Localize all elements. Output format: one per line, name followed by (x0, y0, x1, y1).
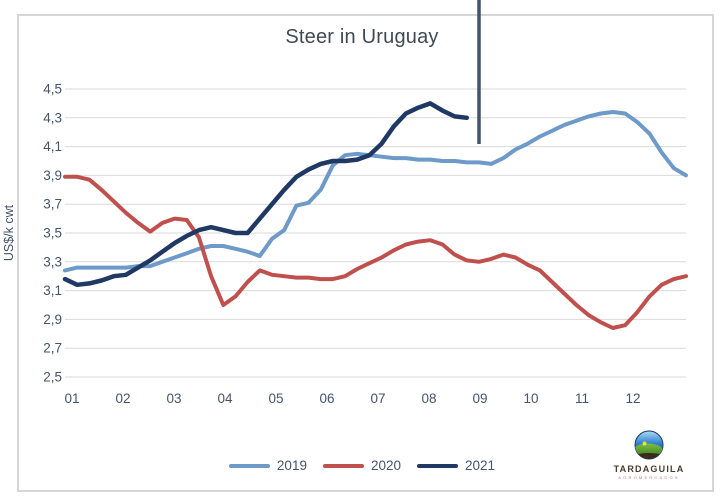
legend-item-2019: 2019 (228, 458, 307, 473)
logo-wordmark: TARDAGUILA (613, 464, 685, 474)
svg-text:3,7: 3,7 (43, 197, 62, 212)
svg-text:4,1: 4,1 (43, 139, 62, 154)
svg-text:4,5: 4,5 (43, 82, 62, 97)
svg-text:12: 12 (625, 391, 640, 406)
svg-text:04: 04 (217, 391, 233, 406)
series-line-2020 (63, 174, 688, 330)
x-axis-labels: 01 02 03 04 05 06 07 08 09 10 11 12 (64, 391, 640, 406)
svg-text:3,5: 3,5 (43, 226, 62, 241)
svg-text:08: 08 (421, 391, 436, 406)
svg-text:3,3: 3,3 (43, 254, 62, 269)
series-line-2021 (62, 101, 470, 288)
legend-label: 2020 (370, 458, 402, 473)
tardaguila-logo: TARDAGUILA AGROMERCADOS (613, 430, 685, 488)
logo-subtext: AGROMERCADOS (618, 475, 680, 480)
svg-text:4,3: 4,3 (43, 110, 62, 125)
legend-item-2021: 2021 (417, 458, 495, 473)
svg-text:07: 07 (370, 391, 385, 406)
legend-line-swatch-2019 (228, 463, 270, 468)
chart-border (17, 14, 714, 492)
svg-text:02: 02 (115, 391, 130, 406)
svg-text:2,5: 2,5 (43, 370, 62, 385)
legend-line-swatch-2020 (322, 463, 364, 468)
y-axis-title: US$/k cwt (2, 204, 16, 262)
gridlines (65, 88, 686, 378)
chart-legend: 2019 2020 2021 (0, 458, 724, 473)
svg-text:05: 05 (268, 391, 283, 406)
legend-item-2020: 2020 (322, 458, 402, 473)
svg-text:3,1: 3,1 (43, 283, 62, 298)
svg-text:10: 10 (523, 391, 538, 406)
svg-text:2,9: 2,9 (43, 312, 62, 327)
svg-text:11: 11 (575, 391, 589, 406)
svg-text:09: 09 (472, 391, 487, 406)
svg-text:3,9: 3,9 (43, 168, 62, 183)
legend-label: 2021 (465, 458, 496, 473)
legend-line-swatch-2021 (417, 463, 459, 468)
svg-text:06: 06 (319, 391, 334, 406)
chart-title: Steer in Uruguay (285, 26, 439, 48)
y-axis-labels: 4,5 4,3 4,1 3,9 3,7 3,5 3,3 3,1 2,9 2,7 2,5 (43, 82, 62, 385)
svg-text:01: 01 (64, 391, 79, 406)
series-line-2019 (63, 110, 688, 273)
globe-hill-logo-icon (634, 430, 664, 460)
svg-text:03: 03 (166, 391, 181, 406)
svg-text:2,7: 2,7 (43, 341, 62, 356)
legend-label: 2019 (276, 458, 307, 473)
